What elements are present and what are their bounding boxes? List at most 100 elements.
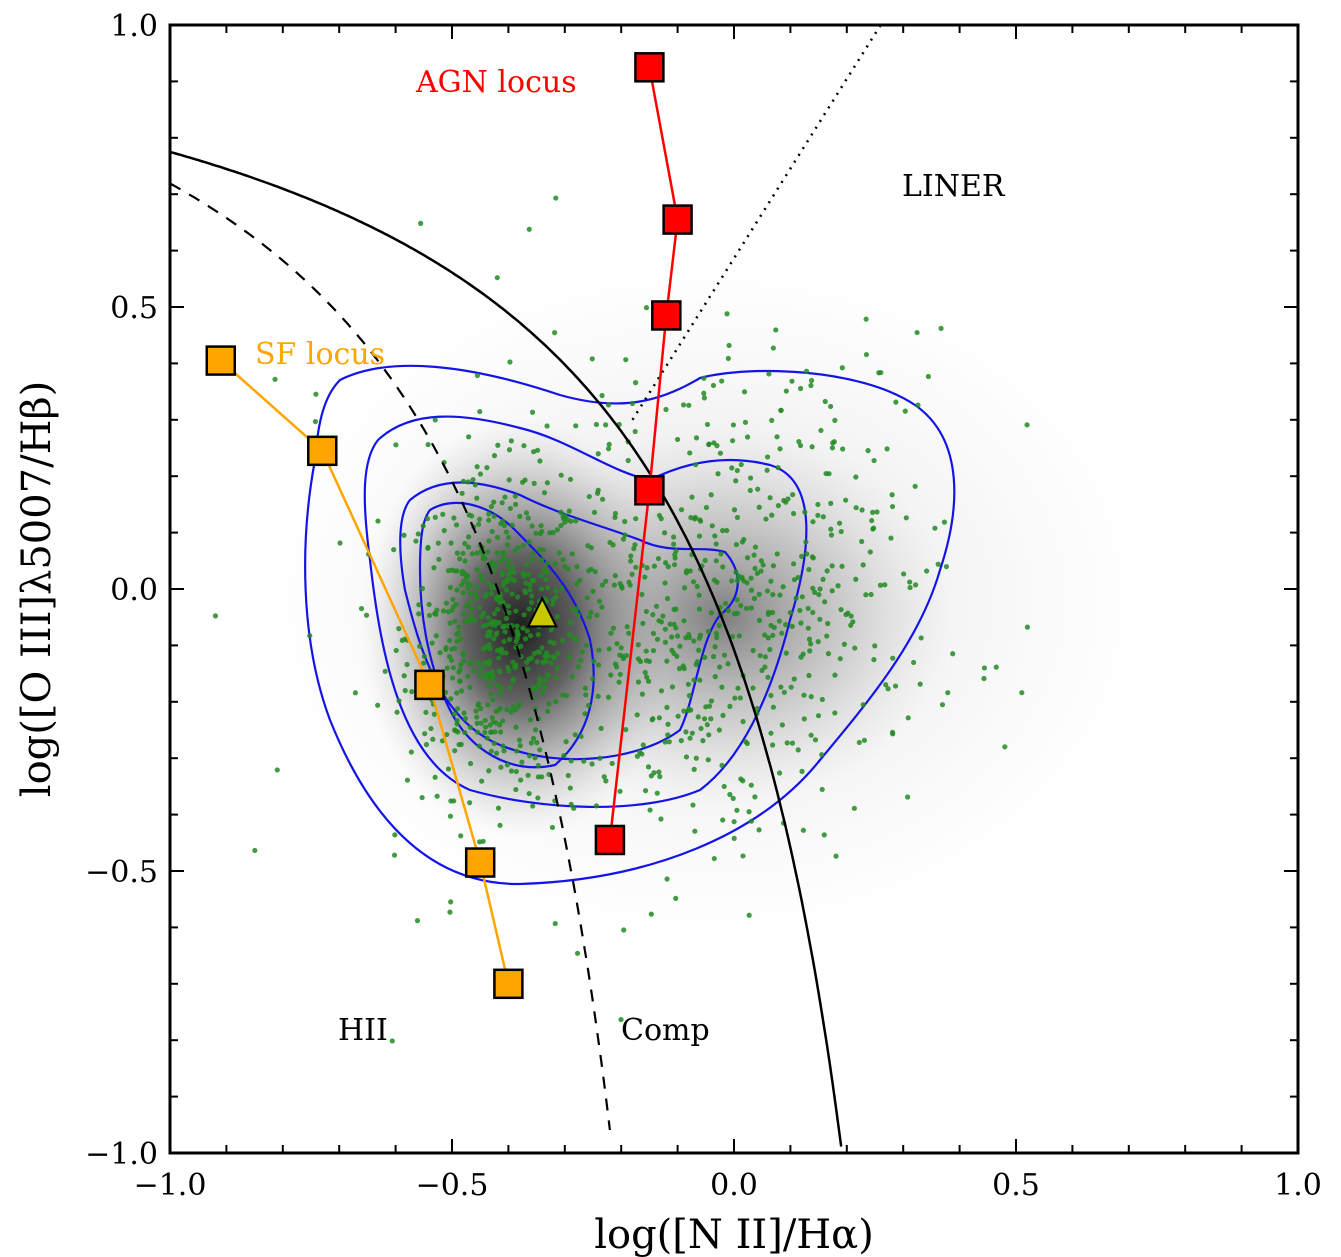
galaxy-point (569, 551, 575, 557)
galaxy-point (938, 325, 944, 331)
galaxy-point (424, 516, 431, 522)
galaxy-point (454, 587, 460, 593)
galaxy-point (671, 562, 678, 568)
galaxy-point (534, 659, 540, 665)
galaxy-point (591, 509, 598, 515)
galaxy-point (560, 513, 566, 519)
kauffmann-curve (170, 182, 611, 1131)
galaxy-point (746, 912, 752, 918)
galaxy-point (274, 767, 280, 773)
demarcation-curves (170, 25, 882, 1147)
galaxy-point (820, 514, 826, 520)
galaxy-point (556, 550, 562, 556)
galaxy-point (516, 737, 523, 743)
galaxy-point (809, 444, 815, 450)
galaxy-point (750, 647, 756, 654)
galaxy-point (401, 532, 407, 538)
galaxy-point (740, 718, 746, 725)
galaxy-point (447, 813, 454, 819)
galaxy-point (567, 476, 574, 482)
galaxy-point (479, 778, 485, 784)
galaxy-point (704, 421, 711, 428)
galaxy-point (496, 655, 502, 661)
galaxy-point (433, 633, 439, 639)
galaxy-point (512, 548, 518, 554)
galaxy-point (458, 688, 465, 694)
mean-marker-group (526, 596, 558, 628)
galaxy-point (595, 451, 601, 457)
galaxy-point (633, 564, 639, 570)
galaxy-point (1024, 624, 1031, 630)
galaxy-point (905, 794, 911, 800)
galaxy-point (771, 624, 777, 631)
galaxy-point (743, 605, 750, 611)
galaxy-point (662, 639, 669, 645)
galaxy-point (477, 672, 483, 679)
galaxy-point (486, 517, 492, 523)
galaxy-point (559, 585, 565, 591)
galaxy-point (523, 510, 530, 516)
sf-locus-marker (493, 968, 524, 1000)
galaxy-point (468, 613, 474, 619)
galaxy-point (582, 711, 588, 717)
galaxy-point (625, 457, 631, 464)
galaxy-point (754, 705, 760, 712)
galaxy-point (778, 407, 784, 413)
galaxy-point (677, 643, 683, 649)
galaxy-point (436, 556, 442, 562)
galaxy-point (598, 725, 604, 731)
galaxy-point (766, 371, 772, 377)
galaxy-point (889, 729, 896, 735)
galaxy-point (517, 513, 523, 519)
galaxy-point (777, 446, 783, 452)
galaxy-point (426, 612, 433, 619)
galaxy-point (595, 487, 601, 493)
galaxy-point (433, 611, 439, 617)
galaxy-point (578, 657, 584, 663)
galaxy-point (533, 530, 539, 536)
galaxy-point (483, 591, 489, 597)
galaxy-point (838, 606, 844, 613)
galaxy-point (272, 376, 278, 382)
galaxy-point (490, 697, 496, 703)
galaxy-point (564, 692, 570, 699)
galaxy-point (623, 652, 630, 659)
galaxy-point (525, 772, 531, 778)
galaxy-point (563, 739, 569, 745)
galaxy-point (770, 592, 776, 598)
galaxy-point (565, 517, 571, 523)
galaxy-point (714, 634, 720, 641)
galaxy-point (565, 772, 571, 779)
galaxy-point (465, 544, 472, 550)
galaxy-point (534, 447, 541, 453)
galaxy-point (654, 790, 660, 796)
galaxy-point (467, 591, 473, 597)
galaxy-point (848, 622, 854, 628)
galaxy-point (418, 220, 424, 226)
galaxy-point (491, 636, 497, 642)
galaxy-point (511, 569, 517, 576)
galaxy-point (484, 465, 490, 471)
galaxy-point (568, 801, 574, 807)
galaxy-point (696, 592, 702, 598)
galaxy-point (501, 623, 507, 629)
galaxy-point (429, 640, 435, 646)
galaxy-point (544, 480, 550, 486)
galaxy-point (532, 755, 538, 761)
galaxy-point (461, 611, 467, 617)
galaxy-point (694, 659, 701, 665)
galaxy-point (950, 651, 956, 657)
galaxy-point (776, 618, 782, 624)
galaxy-point (471, 668, 477, 674)
galaxy-point (1002, 744, 1008, 750)
galaxy-point (593, 421, 600, 428)
galaxy-point (503, 587, 510, 593)
galaxy-point (456, 741, 462, 748)
galaxy-point (513, 608, 519, 614)
galaxy-point (825, 651, 832, 657)
galaxy-point (808, 732, 814, 738)
galaxy-point (485, 615, 491, 621)
galaxy-point (819, 752, 825, 758)
galaxy-point (623, 357, 629, 363)
galaxy-point (651, 563, 658, 569)
